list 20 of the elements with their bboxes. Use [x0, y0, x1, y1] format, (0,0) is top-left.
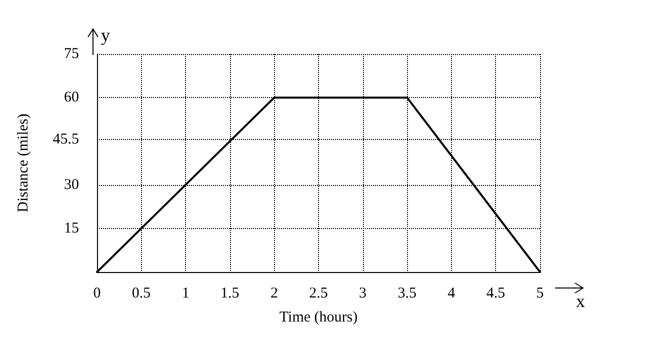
x-tick-label: 5	[536, 286, 544, 302]
x-tick-label: 0.5	[132, 286, 151, 302]
y-tick-label: 45.5	[52, 132, 79, 148]
x-tick-label: 2.5	[309, 286, 328, 302]
x-axis-title: Time (hours)	[279, 310, 358, 326]
x-tick-label: 1.5	[220, 286, 240, 302]
y-tick-label: 15	[64, 220, 79, 236]
x-tick-label: 4.5	[486, 286, 506, 302]
x-tick-label: 3	[359, 286, 367, 302]
x-tick-label: 4	[448, 286, 456, 302]
text: x	[576, 291, 585, 311]
y-tick-label: 75	[64, 46, 79, 62]
x-tick-label: 3.5	[398, 286, 416, 302]
y-tick-label: 60	[64, 90, 79, 106]
text: y	[101, 25, 110, 45]
x-tick-label: 1	[182, 286, 190, 302]
x-tick-label: 2	[270, 286, 278, 302]
y-axis-title: Distance (miles)	[16, 114, 32, 212]
y-tick-label: 30	[64, 176, 79, 193]
x-tick-label: 0	[93, 286, 101, 302]
